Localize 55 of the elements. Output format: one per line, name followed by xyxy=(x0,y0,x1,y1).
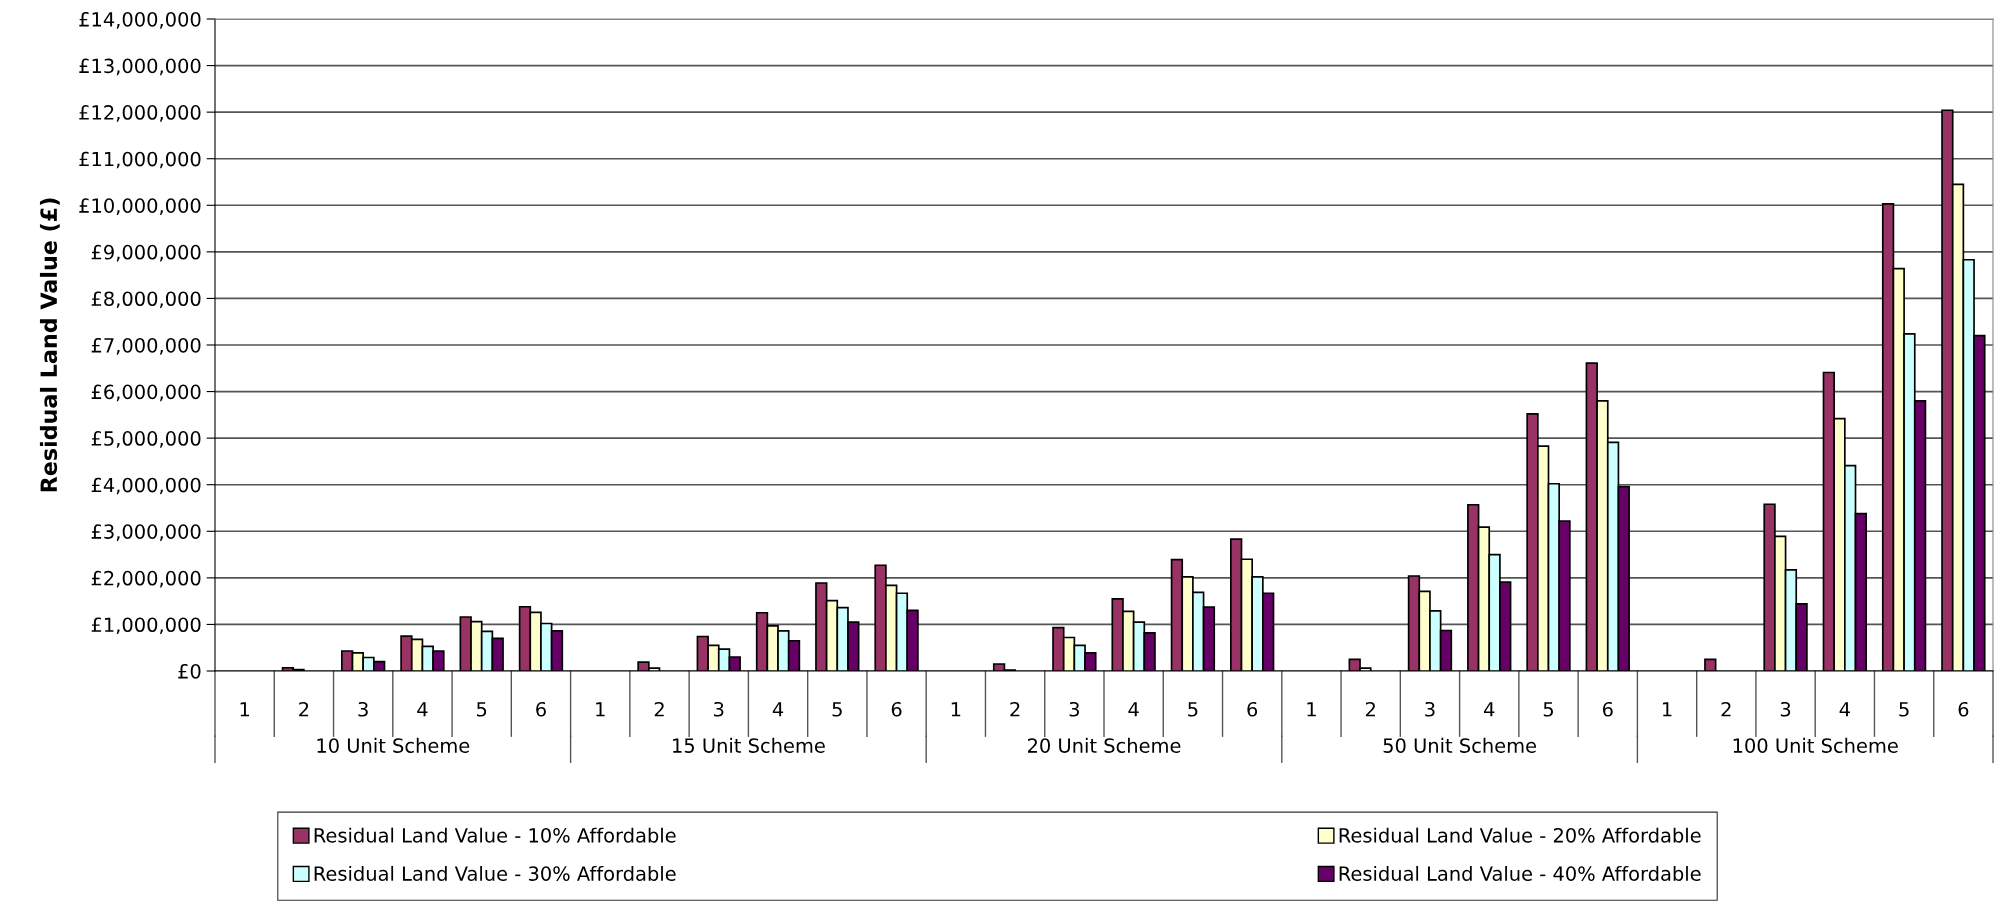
x-tick-label: 4 xyxy=(772,702,784,717)
y-tick-label: £7,000,000 xyxy=(91,337,201,355)
y-tick-label: £13,000,000 xyxy=(79,58,201,76)
x-tick-label: 1 xyxy=(1662,702,1672,717)
text: 50 Unit Scheme xyxy=(1383,737,1537,753)
y-tick-label: £0 xyxy=(178,663,201,679)
x-tick-label: 3 xyxy=(1069,701,1079,717)
x-tick-label: 2 xyxy=(654,701,664,717)
x-tick-label: 1 xyxy=(240,702,250,717)
y-tick-label: £4,000,000 xyxy=(91,477,201,495)
x-tick-label: 6 xyxy=(1958,701,1969,717)
x-tick-label: 4 xyxy=(1484,702,1495,717)
x-tick-label: 5 xyxy=(477,702,487,717)
legend-label: Residual Land Value - 10% Affordable xyxy=(314,827,676,843)
x-tick-label: 5 xyxy=(1899,702,1909,717)
legend-label: Residual Land Value - 30% Affordable xyxy=(314,865,676,881)
y-tick-label: £10,000,000 xyxy=(79,198,201,215)
x-tick-label: 6 xyxy=(1602,701,1613,717)
y-tick-label: £6,000,000 xyxy=(91,384,201,402)
y-tick-label: £1,000,000 xyxy=(91,617,201,635)
x-tick-label: 5 xyxy=(1543,702,1553,717)
x-tick-label: 6 xyxy=(891,701,902,717)
text: 10 Unit Scheme xyxy=(317,737,470,753)
x-tick-label: 6 xyxy=(1247,701,1258,717)
x-tick-label: 2 xyxy=(1365,701,1375,717)
x-tick-label: 3 xyxy=(1780,701,1791,717)
text: 100 Unit Scheme xyxy=(1733,737,1898,753)
x-tick-label: 2 xyxy=(1721,701,1731,717)
y-tick-label: £2,000,000 xyxy=(91,570,201,588)
x-tick-label: 3 xyxy=(714,701,724,717)
y-tick-label: £11,000,000 xyxy=(79,151,201,169)
legend-label: Residual Land Value - 40% Affordable xyxy=(1339,865,1701,881)
x-tick-label: 5 xyxy=(832,702,842,717)
x-tick-label: 6 xyxy=(536,701,546,717)
y-tick-label: £5,000,000 xyxy=(91,431,201,448)
x-tick-label: 4 xyxy=(1128,702,1139,717)
x-tick-label: 2 xyxy=(299,701,309,717)
x-tick-label: 1 xyxy=(1307,702,1316,717)
x-tick-label: 4 xyxy=(417,702,428,717)
y-tick-label: £8,000,000 xyxy=(91,291,201,309)
y-tick-label: £3,000,000 xyxy=(91,524,201,541)
text: 20 Unit Scheme xyxy=(1027,737,1181,753)
y-tick-label: £9,000,000 xyxy=(91,244,201,262)
y-axis-title: Residual Land Value (£) xyxy=(39,198,60,492)
x-tick-label: 1 xyxy=(951,702,961,717)
legend-label: Residual Land Value - 20% Affordable xyxy=(1339,827,1701,843)
x-tick-label: 3 xyxy=(358,701,368,717)
y-tick-label: £14,000,000 xyxy=(79,11,201,29)
x-tick-label: 3 xyxy=(1425,701,1435,717)
text: 15 Unit Scheme xyxy=(673,737,825,753)
x-tick-label: 4 xyxy=(1839,702,1850,717)
x-tick-label: 5 xyxy=(1188,702,1198,717)
x-tick-label: 2 xyxy=(1010,701,1020,717)
y-tick-label: £12,000,000 xyxy=(79,105,201,122)
x-tick-label: 1 xyxy=(596,702,605,717)
